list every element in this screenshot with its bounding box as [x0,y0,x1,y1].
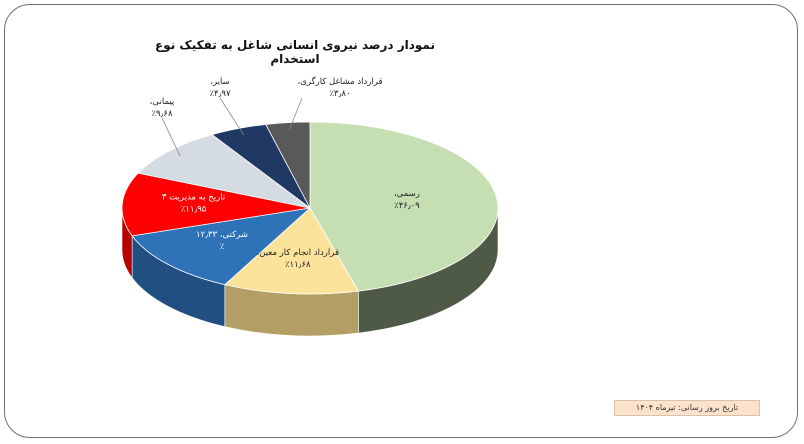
leader-line-5 [219,97,245,136]
pie-slice-1 [223,207,359,295]
pie-slice-6 [265,121,311,209]
slice-value-6: ٪۳٫۸۰ [329,89,350,99]
slice-value-4: ٪۹٫۶۸ [151,109,172,119]
leader-line-6 [289,97,303,130]
pie-slice-2 [131,207,312,286]
slice-label-0: رسمی، [394,189,420,199]
slice-value-3: ٪۱۱٫۹۵ [181,205,207,215]
leader-line-4 [161,117,181,157]
slice-value-2: ٪ [220,242,225,252]
pie-slice-0 [309,121,499,292]
slice-label-5: سایر، [210,77,230,87]
slice-label-1: قرارداد انجام کار معین، [257,248,340,258]
slice-label-4: پیمانی، [150,97,175,107]
chart-title: نمودار درصد نیروی انسانی شاغل به تفکیک ن… [155,38,435,66]
pie-slice-3 [121,172,311,237]
pie-slice-4 [137,134,311,209]
slice-value-5: ٪۴٫۹۷ [209,89,230,99]
slice-label-3: تاریخ به مدیریت ۳ [162,193,226,203]
slice-value-1: ٪۱۱٫۶۸ [285,260,311,270]
slice-label-2: شرکتی، ۱۲٫۳۳ [196,230,248,240]
update-date-note: تاریخ بروز رسانی: تیرماه ۱۴۰۴ [614,400,760,416]
slice-value-0: ٪۴۶٫۰۹ [394,201,420,211]
slice-label-6: قرارداد مشاغل کارگری، [297,76,382,87]
